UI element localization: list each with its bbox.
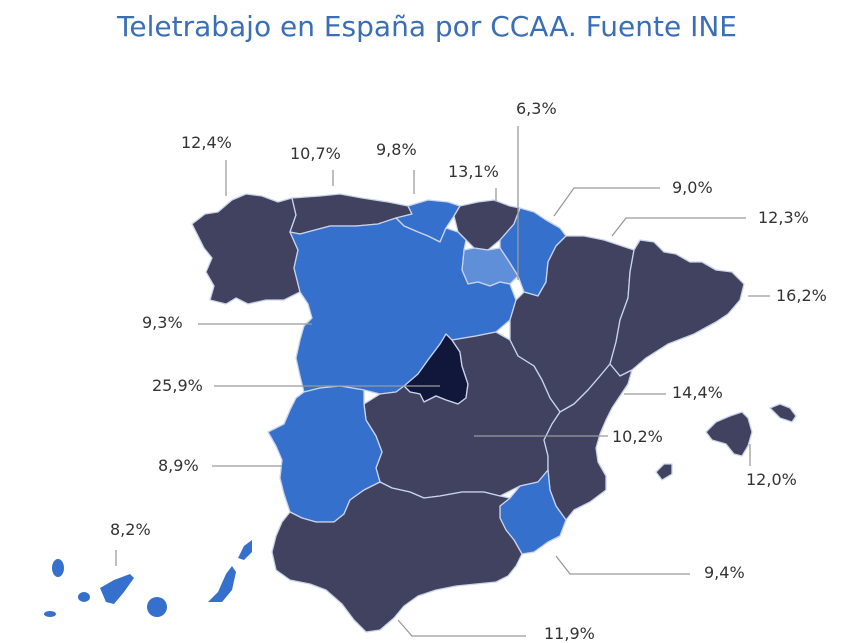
region-baleares-mallorca[interactable] (705, 411, 753, 457)
label-canarias: 8,2% (110, 520, 151, 539)
leader-aragon (611, 217, 746, 237)
region-canarias[interactable] (44, 540, 252, 617)
label-murcia: 9,4% (704, 563, 745, 582)
label-navarra: 9,0% (672, 178, 713, 197)
label-extremadura: 8,9% (158, 456, 199, 475)
leader-andalucia (397, 619, 526, 637)
region-cataluna[interactable] (609, 239, 745, 377)
map-title: Teletrabajo en España por CCAA. Fuente I… (117, 10, 737, 43)
leader-murcia (555, 555, 690, 575)
region-valencia[interactable] (543, 363, 633, 521)
region-baleares-ibiza[interactable] (655, 463, 673, 481)
label-cataluna: 16,2% (776, 286, 827, 305)
label-castilla-la-mancha: 10,2% (612, 427, 663, 446)
label-castilla-leon: 9,3% (142, 313, 183, 332)
label-asturias: 10,7% (290, 144, 341, 163)
label-madrid: 25,9% (152, 376, 203, 395)
label-pais-vasco: 13,1% (448, 162, 499, 181)
label-cantabria: 9,8% (376, 140, 417, 159)
leader-navarra (553, 187, 660, 217)
label-aragon: 12,3% (758, 208, 809, 227)
region-baleares-menorca[interactable] (769, 403, 797, 423)
region-andalucia[interactable] (271, 481, 523, 633)
label-valencia: 14,4% (672, 383, 723, 402)
region-galicia[interactable] (191, 193, 301, 305)
label-galicia: 12,4% (181, 133, 232, 152)
label-la-rioja: 6,3% (516, 99, 557, 118)
label-andalucia: 11,9% (544, 624, 595, 643)
label-baleares: 12,0% (746, 470, 797, 489)
